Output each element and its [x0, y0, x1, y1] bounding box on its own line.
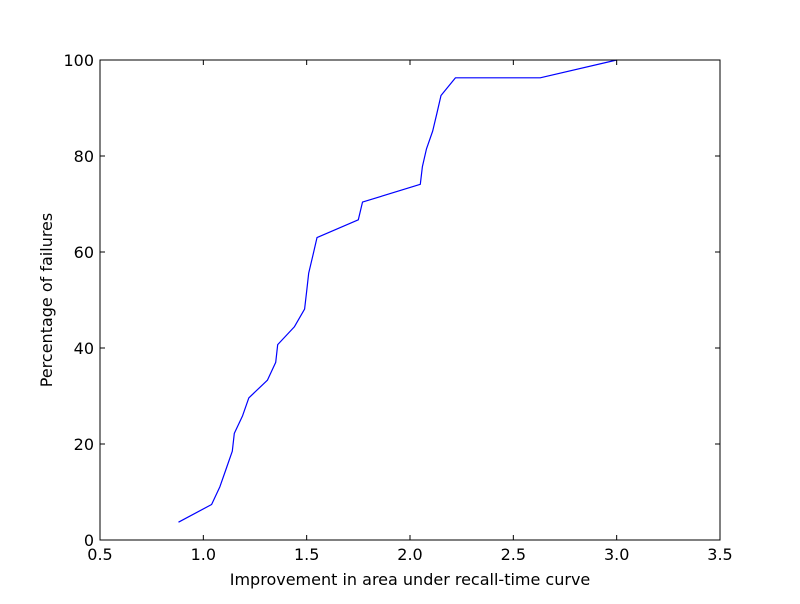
y-tick-label: 40 [74, 339, 94, 358]
x-tick-label: 1.0 [191, 545, 216, 564]
x-axis-label: Improvement in area under recall-time cu… [230, 570, 591, 589]
y-tick-label: 60 [74, 243, 94, 262]
x-axis-ticks: 0.5 1.0 1.5 2.0 2.5 3.0 3.5 [87, 60, 733, 564]
x-tick-label: 1.5 [294, 545, 319, 564]
y-tick-label: 0 [84, 531, 94, 550]
x-tick-label: 2.5 [501, 545, 526, 564]
y-axis-label: Percentage of failures [37, 213, 56, 387]
series-layer [178, 59, 617, 523]
plot-background [100, 60, 720, 540]
y-axis-ticks: 0 20 40 60 80 100 [63, 51, 720, 550]
x-tick-label: 3.5 [707, 545, 732, 564]
series-line [178, 59, 617, 523]
x-tick-label: 0.5 [87, 545, 112, 564]
y-tick-label: 80 [74, 147, 94, 166]
x-tick-label: 3.0 [604, 545, 629, 564]
x-tick-label: 2.0 [397, 545, 422, 564]
y-tick-label: 20 [74, 435, 94, 454]
y-tick-label: 100 [63, 51, 94, 70]
